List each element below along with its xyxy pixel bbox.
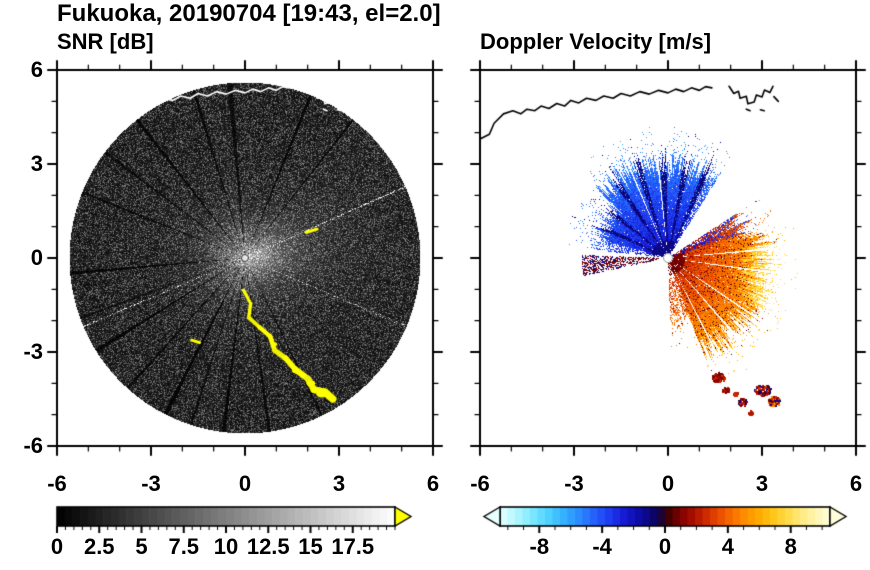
vel-colorbar-tick-label: -4 xyxy=(592,534,612,559)
snr-colorbar-tick-label: 12.5 xyxy=(246,534,290,559)
vel-x-tick-label: -3 xyxy=(564,471,584,496)
velocity-colorbar-canvas xyxy=(473,497,870,547)
snr-colorbar-tick-label: 0 xyxy=(50,534,64,559)
vel-colorbar-tick-label: -8 xyxy=(529,534,550,559)
snr-colorbar-tick-label: 5 xyxy=(135,534,148,559)
vel-x-tick-label: -6 xyxy=(470,471,490,496)
vel-colorbar-tick-label: 0 xyxy=(658,534,672,559)
vel-x-tick-label: 6 xyxy=(849,471,863,496)
snr-x-tick-label: -3 xyxy=(141,471,161,496)
velocity-panel-title: Doppler Velocity [m/s] xyxy=(480,29,712,54)
snr-y-tick-label: -3 xyxy=(23,339,43,364)
snr-x-tick-label: 0 xyxy=(238,471,252,496)
vel-colorbar-tick-label: 4 xyxy=(721,534,734,559)
vel-colorbar-tick-label: 8 xyxy=(784,534,797,559)
snr-x-tick-label: 3 xyxy=(332,471,346,496)
figure-title: Fukuoka, 20190704 [19:43, el=2.0] xyxy=(57,0,441,27)
snr-y-tick-label: -6 xyxy=(23,433,43,458)
snr-colorbar-tick-label: 7.5 xyxy=(168,534,200,559)
snr-colorbar-tick-label: 10 xyxy=(213,534,239,559)
snr-y-tick-label: 0 xyxy=(30,245,43,270)
vel-x-tick-label: 3 xyxy=(755,471,769,496)
snr-colorbar-canvas xyxy=(37,497,427,547)
snr-colorbar-tick-label: 15 xyxy=(298,534,323,559)
snr-x-tick-label: -6 xyxy=(47,471,67,496)
snr-y-tick-label: 6 xyxy=(30,57,43,82)
snr-colorbar-tick-label: 17.5 xyxy=(331,534,375,559)
snr-x-tick-label: 6 xyxy=(426,471,440,496)
vel-x-tick-label: 0 xyxy=(661,471,675,496)
snr-ppi-canvas xyxy=(43,56,447,460)
velocity-ppi-canvas xyxy=(466,56,870,460)
snr-panel-title: SNR [dB] xyxy=(57,29,154,54)
snr-y-tick-label: 3 xyxy=(30,151,43,176)
snr-colorbar-tick-label: 2.5 xyxy=(83,534,115,559)
